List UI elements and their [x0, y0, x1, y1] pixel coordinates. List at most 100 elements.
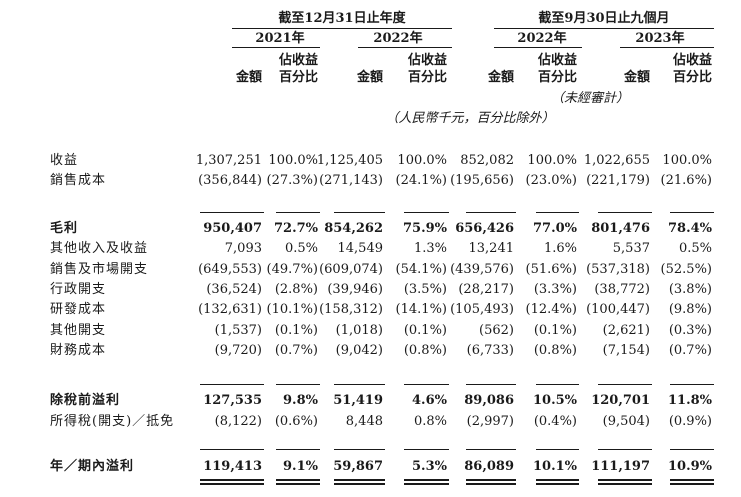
row-label: 銷售成本 — [50, 173, 107, 188]
subtotal-rule — [598, 212, 652, 213]
cell-amount: (132,631) — [198, 302, 262, 317]
total-double-rule — [404, 479, 449, 481]
row-label: 除稅前溢利 — [50, 393, 121, 408]
cell-percentage: 77.0% — [532, 221, 577, 236]
row-label: 毛利 — [50, 221, 79, 236]
cell-percentage: 10.1% — [532, 459, 577, 474]
cell-percentage: 100.0% — [397, 153, 447, 168]
subheader-pct-line1: 佔收益 — [407, 53, 447, 68]
total-double-rule — [598, 479, 652, 481]
unit-note: （人民幣千元，百分比除外） — [385, 111, 555, 126]
table-row: 財務成本 (9,720) (0.7%) (9,042) (0.8%) (6,733) (0.… — [0, 342, 741, 360]
cell-amount: (1,018) — [335, 323, 383, 338]
total-double-rule — [466, 479, 516, 481]
cell-amount: (9,504) — [602, 414, 650, 429]
row-label: 研發成本 — [50, 302, 107, 317]
subtotal-rule — [334, 384, 385, 385]
subtotal-rule — [404, 384, 449, 385]
cell-amount: (2,997) — [466, 414, 514, 429]
year-rule-2022b — [494, 47, 582, 48]
year-rule-2021 — [232, 47, 320, 48]
cell-percentage: 4.6% — [412, 393, 447, 408]
cell-amount: 120,701 — [591, 393, 650, 408]
cell-percentage: (0.6%) — [274, 414, 318, 429]
table-row: 所得稅(開支)／抵免 (8,122) (0.6%) 8,448 0.8% (2,997) (… — [0, 413, 741, 431]
cell-percentage: (49.7%) — [266, 262, 318, 277]
table-row: 其他開支 (1,537) (0.1%) (1,018) (0.1%) (562) (0.1%… — [0, 322, 741, 340]
row-label: 其他收入及收益 — [50, 241, 149, 256]
cell-percentage: (23.0%) — [525, 173, 577, 188]
table-row: 行政開支 (36,524) (2.8%) (39,946) (3.5%) (28,217)… — [0, 281, 741, 299]
cell-amount: (6,733) — [466, 343, 514, 358]
subtotal-rule — [598, 384, 652, 385]
table-row: 其他收入及收益 7,093 0.5% 14,549 1.3% 13,241 1.6% 5,53… — [0, 240, 741, 258]
row-label: 銷售及市場開支 — [50, 262, 149, 277]
total-double-rule — [334, 483, 385, 485]
unaudited-note: （未經審計） — [550, 91, 629, 106]
total-double-rule — [276, 479, 320, 481]
subheader-amount: 金額 — [356, 70, 383, 85]
total-double-rule — [536, 483, 579, 485]
cell-percentage: 5.3% — [412, 459, 447, 474]
cell-amount: (158,312) — [319, 302, 383, 317]
cell-amount: 127,535 — [203, 393, 262, 408]
cell-percentage: (0.7%) — [668, 343, 712, 358]
subtotal-rule — [276, 449, 320, 450]
subheader-amount: 金額 — [487, 70, 514, 85]
cell-amount: 119,413 — [203, 459, 262, 474]
row-label: 財務成本 — [50, 343, 107, 358]
cell-percentage: 100.0% — [662, 153, 712, 168]
cell-percentage: 11.8% — [667, 393, 712, 408]
cell-amount: 1,022,655 — [583, 153, 650, 168]
cell-amount: 8,448 — [345, 414, 383, 429]
cell-amount: 801,476 — [591, 221, 650, 236]
cell-percentage: (3.8%) — [668, 282, 712, 297]
subheader-amount: 金額 — [235, 70, 262, 85]
header-group-nine-months: 截至9月30日止九個月 — [538, 11, 670, 26]
subtotal-rule — [466, 449, 516, 450]
total-double-rule — [404, 483, 449, 485]
cell-percentage: (27.3%) — [266, 173, 318, 188]
cell-amount: 852,082 — [460, 153, 514, 168]
subheader-pct-line2: 百分比 — [537, 70, 577, 85]
subtotal-rule — [404, 212, 449, 213]
cell-percentage: 1.6% — [543, 241, 577, 256]
table-row: 除稅前溢利 127,535 9.8% 51,419 4.6% 89,086 10.5% 120… — [0, 392, 741, 410]
cell-percentage: 10.9% — [667, 459, 712, 474]
cell-percentage: 1.3% — [413, 241, 447, 256]
subtotal-rule — [536, 384, 579, 385]
cell-percentage: 100.0% — [527, 153, 577, 168]
total-double-rule — [276, 483, 320, 485]
subtotal-rule — [200, 449, 264, 450]
cell-percentage: (14.1%) — [395, 302, 447, 317]
cell-percentage: (0.7%) — [274, 343, 318, 358]
cell-percentage: (3.3%) — [533, 282, 577, 297]
subheader-pct-line1: 佔收益 — [537, 53, 577, 68]
cell-amount: 13,241 — [468, 241, 515, 256]
subtotal-rule — [670, 384, 714, 385]
cell-percentage: (0.9%) — [668, 414, 712, 429]
cell-amount: (28,217) — [458, 282, 514, 297]
total-double-rule — [334, 479, 385, 481]
subheader-amount: 金額 — [623, 70, 650, 85]
subtotal-rule — [276, 384, 320, 385]
cell-amount: 111,197 — [591, 459, 650, 474]
cell-amount: (38,772) — [594, 282, 650, 297]
cell-percentage: (0.3%) — [668, 323, 712, 338]
cell-percentage: 75.9% — [402, 221, 447, 236]
cell-percentage: (0.1%) — [403, 323, 447, 338]
header-group-year-end: 截至12月31日止年度 — [278, 11, 406, 26]
subtotal-rule — [200, 384, 264, 385]
cell-amount: 59,867 — [333, 459, 383, 474]
row-label: 其他開支 — [50, 323, 107, 338]
cell-percentage: (12.4%) — [525, 302, 577, 317]
subheader-pct-line1: 佔收益 — [278, 53, 318, 68]
total-double-rule — [670, 483, 714, 485]
cell-percentage: (54.1%) — [395, 262, 447, 277]
row-label: 所得稅(開支)／抵免 — [50, 414, 175, 429]
cell-amount: (2,621) — [602, 323, 650, 338]
table-row: 收益 1,307,251 100.0% 1,125,405 100.0% 852,082 1… — [0, 152, 741, 170]
subtotal-rule — [404, 449, 449, 450]
cell-amount: 1,307,251 — [195, 153, 262, 168]
cell-percentage: 0.5% — [678, 241, 712, 256]
